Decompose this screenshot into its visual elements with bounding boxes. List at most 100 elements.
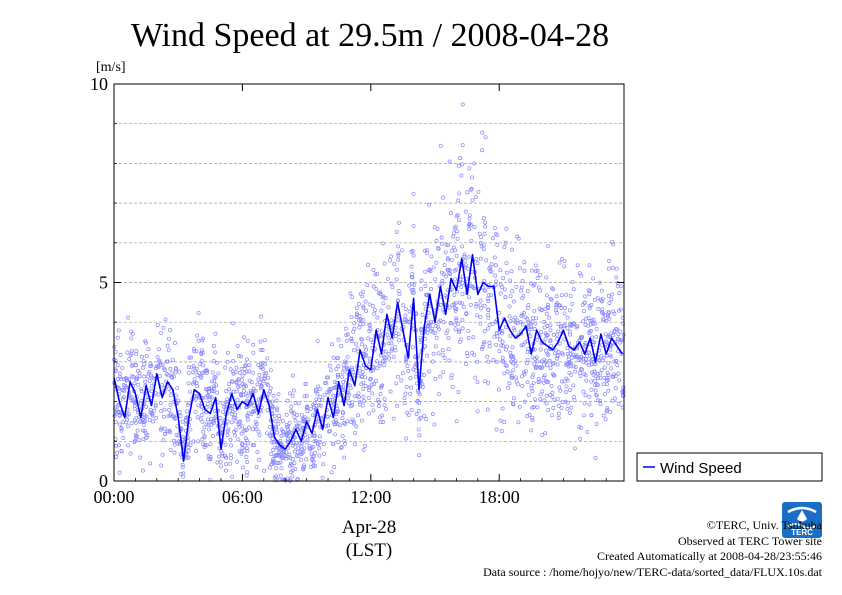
scatter-point	[567, 370, 572, 375]
scatter-point	[137, 438, 141, 443]
scatter-point	[145, 432, 150, 437]
scatter-point	[196, 310, 201, 315]
scatter-point	[530, 415, 535, 420]
scatter-point	[454, 316, 458, 321]
scatter-point	[241, 429, 246, 434]
scatter-point	[342, 439, 347, 443]
scatter-point	[571, 352, 576, 357]
scatter-point	[616, 402, 621, 406]
created-timestamp-text: Created Automatically at 2008-04-28/23:5…	[597, 549, 822, 563]
scatter-point	[331, 441, 336, 446]
scatter-point	[148, 461, 153, 466]
scatter-point	[223, 468, 228, 473]
scatter-point	[244, 446, 249, 451]
scatter-point	[140, 428, 145, 433]
scatter-point	[151, 419, 156, 424]
scatter-point	[525, 305, 530, 310]
scatter-point	[357, 399, 362, 404]
scatter-point	[166, 386, 171, 391]
scatter-point	[572, 446, 577, 451]
scatter-point	[363, 352, 368, 357]
scatter-point	[605, 382, 609, 387]
scatter-point	[334, 412, 339, 417]
scatter-point	[197, 371, 202, 375]
scatter-point	[429, 319, 433, 324]
scatter-point	[169, 370, 174, 375]
scatter-point	[599, 368, 604, 373]
logo-text: TERC	[791, 528, 813, 537]
scatter-point	[201, 429, 206, 434]
scatter-point	[522, 372, 527, 377]
scatter-point	[605, 371, 610, 375]
scatter-point	[606, 361, 611, 366]
scatter-point	[297, 421, 302, 425]
scatter-point	[431, 265, 436, 270]
scatter-point	[377, 363, 382, 368]
scatter-point	[142, 362, 147, 367]
scatter-point	[552, 397, 557, 402]
scatter-point	[360, 317, 365, 322]
scatter-point	[495, 242, 500, 247]
scatter-point	[373, 272, 378, 277]
scatter-point	[370, 382, 375, 387]
scatter-point	[515, 318, 520, 323]
scatter-point	[533, 366, 538, 371]
scatter-point	[286, 437, 290, 442]
scatter-point	[440, 281, 445, 286]
scatter-point	[538, 392, 543, 397]
scatter-point	[604, 318, 609, 323]
y-tick-label: 5	[99, 273, 108, 293]
scatter-point	[397, 291, 402, 296]
scatter-point	[188, 443, 193, 448]
scatter-point	[587, 329, 592, 334]
scatter-point	[310, 457, 314, 462]
scatter-point	[230, 379, 235, 384]
scatter-point	[611, 375, 616, 379]
scatter-point	[523, 315, 528, 320]
scatter-point	[381, 359, 385, 364]
scatter-point	[116, 328, 121, 333]
scatter-point	[349, 336, 354, 341]
scatter-point	[269, 462, 274, 467]
scatter-point	[247, 369, 252, 374]
scatter-point	[361, 447, 366, 452]
scatter-point	[242, 443, 247, 448]
scatter-point	[260, 348, 265, 353]
scatter-point	[317, 434, 322, 439]
scatter-point	[229, 379, 234, 384]
scatter-point	[367, 329, 372, 333]
scatter-point	[404, 384, 409, 389]
scatter-point	[354, 315, 359, 319]
scatter-point	[287, 420, 292, 425]
scatter-point	[556, 416, 561, 420]
scatter-point	[351, 329, 356, 334]
scatter-point	[240, 373, 245, 378]
scatter-point	[168, 447, 173, 452]
scatter-point	[371, 268, 376, 272]
scatter-point	[126, 424, 131, 429]
scatter-point	[142, 428, 147, 433]
scatter-point	[286, 424, 291, 429]
scatter-point	[428, 269, 433, 274]
scatter-point	[409, 385, 414, 390]
scatter-point	[554, 310, 559, 315]
scatter-point	[184, 416, 189, 420]
scatter-point	[562, 264, 567, 269]
data-source-text: Data source : /home/hojyo/new/TERC-data/…	[483, 564, 822, 579]
scatter-point	[494, 359, 499, 364]
scatter-point	[433, 377, 438, 382]
scatter-point	[251, 342, 256, 347]
scatter-point	[397, 338, 401, 343]
scatter-point	[117, 413, 122, 418]
scatter-point	[382, 261, 387, 266]
scatter-point	[245, 414, 250, 419]
scatter-point	[258, 314, 263, 319]
scatter-point	[418, 327, 423, 331]
scatter-point	[233, 415, 238, 420]
scatter-point	[571, 287, 576, 292]
scatter-point	[524, 361, 529, 366]
scatter-point	[260, 366, 265, 371]
scatter-point	[396, 244, 401, 249]
scatter-point	[554, 294, 559, 299]
